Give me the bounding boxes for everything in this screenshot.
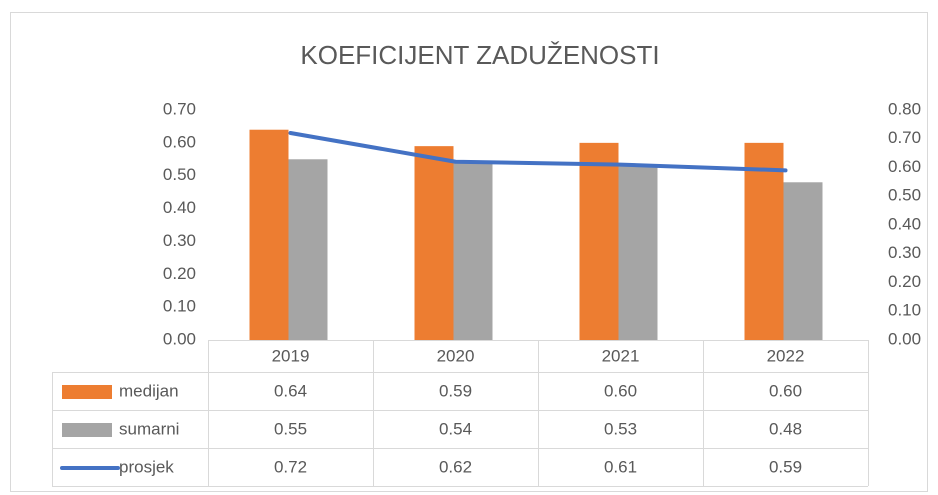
bar	[249, 129, 289, 340]
table-cell: 0.55	[274, 419, 307, 438]
chart-title: KOEFICIJENT ZADUŽENOSTI	[300, 40, 659, 70]
y-tick-label: 0.00	[163, 329, 196, 348]
x-tick-label: 2022	[767, 346, 805, 365]
table-cell: 0.59	[439, 381, 472, 400]
bar	[783, 182, 823, 340]
y-tick-label: 0.30	[163, 231, 196, 250]
table-cell: 0.62	[439, 457, 472, 476]
table-cell: 0.61	[604, 457, 637, 476]
y-tick-label: 0.20	[163, 264, 196, 283]
table-cell: 0.64	[274, 381, 307, 400]
bar	[288, 159, 328, 340]
table-cell: 0.54	[439, 419, 472, 438]
y-tick-label: 0.40	[163, 198, 196, 217]
y2-tick-label: 0.20	[888, 272, 921, 291]
bar	[414, 146, 454, 340]
y-tick-label: 0.70	[163, 99, 196, 118]
y2-tick-label: 0.00	[888, 329, 921, 348]
table-cell: 0.60	[604, 381, 637, 400]
table-cell: 0.53	[604, 419, 637, 438]
y2-tick-label: 0.70	[888, 128, 921, 147]
legend-label: sumarni	[119, 419, 179, 438]
legend-label: medijan	[119, 381, 179, 400]
legend-key	[62, 423, 112, 437]
bar	[453, 162, 493, 340]
bar	[744, 142, 784, 340]
bar	[618, 165, 658, 340]
x-tick-label: 2020	[437, 346, 475, 365]
y2-tick-label: 0.80	[888, 99, 921, 118]
x-tick-label: 2019	[272, 346, 310, 365]
table-cell: 0.72	[274, 457, 307, 476]
x-tick-label: 2021	[602, 346, 640, 365]
y-tick-label: 0.10	[163, 297, 196, 316]
y-tick-label: 0.60	[163, 132, 196, 151]
y2-tick-label: 0.10	[888, 301, 921, 320]
legend-key	[62, 385, 112, 399]
line-series	[288, 131, 788, 173]
table-cell: 0.48	[769, 419, 802, 438]
y2-tick-label: 0.50	[888, 186, 921, 205]
bar	[579, 142, 619, 340]
y-tick-label: 0.50	[163, 165, 196, 184]
y2-tick-label: 0.30	[888, 243, 921, 262]
y2-tick-label: 0.40	[888, 214, 921, 233]
legend-label: prosjek	[119, 457, 174, 476]
table-cell: 0.59	[769, 457, 802, 476]
y2-tick-label: 0.60	[888, 157, 921, 176]
table-cell: 0.60	[769, 381, 802, 400]
